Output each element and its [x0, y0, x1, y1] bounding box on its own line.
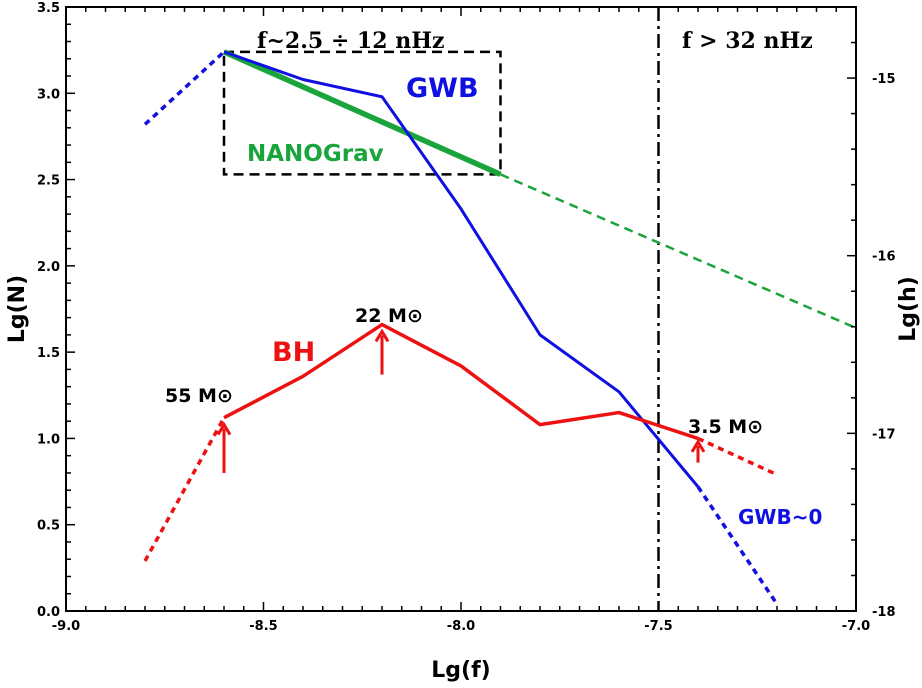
x-tick-label-2: -8.0 [447, 619, 475, 634]
chart-marks [143, 7, 857, 611]
y-tick-label-6: 3.0 [37, 87, 60, 102]
mass-arrow-head-1 [374, 328, 390, 343]
y2-axis-title: Lg(h) [896, 276, 921, 342]
box-label: f~2.5 ÷ 12 nHz [257, 28, 444, 54]
gwb-label: GWB [406, 73, 479, 104]
nanograv-box [222, 50, 502, 176]
nanograv-extrapolation-0 [500, 173, 857, 330]
y2-tick-label-1: -16 [872, 250, 896, 265]
gwb-series-line [223, 50, 700, 488]
y-axis-title: Lg(N) [5, 275, 30, 343]
gwb-extrapolation-0 [143, 50, 226, 126]
x-tick-label-0: -9.0 [52, 619, 80, 634]
mass-label-55: 55 M⊙ [165, 385, 233, 407]
bh-extrapolation-0 [143, 416, 226, 562]
y-tick-label-7: 3.5 [37, 1, 60, 16]
gwb-zero-label: GWB~0 [738, 505, 822, 529]
axis-ticks: -9.0 -8.5 -8.0 -7.5 -7.0 0.0 0.5 1.0 1.5 2.0 2.5 3.… [37, 1, 896, 634]
y-tick-label-1: 0.5 [37, 519, 60, 534]
vline-label: f > 32 nHz [682, 28, 813, 54]
y-tick-label-2: 1.0 [37, 432, 60, 447]
bh-label: BH [272, 337, 315, 368]
mass-arrow-head-2 [690, 438, 706, 453]
y-tick-label-5: 2.5 [37, 174, 60, 189]
y2-tick-label-2: -17 [872, 427, 896, 442]
y-tick-label-0: 0.0 [37, 605, 60, 620]
nanograv-label: NANOGrav [247, 141, 384, 167]
x-tick-label-4: -7.0 [842, 619, 870, 634]
x-axis-title: Lg(f) [431, 658, 490, 683]
x-tick-label-3: -7.5 [644, 619, 672, 634]
y-tick-label-4: 2.0 [37, 260, 60, 275]
mass-arrow-head-0 [216, 421, 232, 436]
gwb-extrapolation-1 [696, 485, 779, 606]
x-tick-label-1: -8.5 [249, 619, 277, 634]
y2-tick-label-0: -15 [872, 72, 896, 87]
y2-tick-label-3: -18 [872, 605, 896, 620]
bh-extrapolation-1 [697, 436, 778, 477]
y-tick-label-3: 1.5 [37, 346, 60, 361]
mass-label-22: 22 M⊙ [355, 305, 423, 327]
bh-series-line [223, 322, 699, 441]
mass-label-3-5: 3.5 M⊙ [688, 416, 763, 438]
nanograv-series-line [222, 49, 502, 177]
